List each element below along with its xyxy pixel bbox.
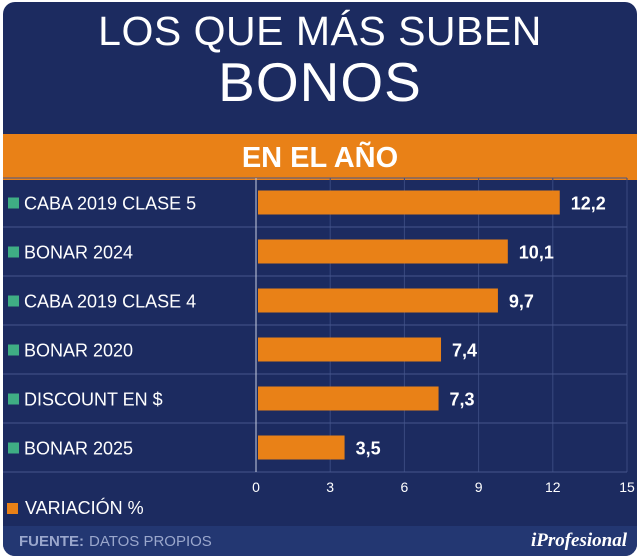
x-tick-label: 0 (252, 479, 260, 495)
x-tick-label: 3 (326, 479, 334, 495)
data-label: 3,5 (356, 439, 381, 459)
category-label: CABA 2019 CLASE 4 (24, 292, 196, 312)
data-label: 9,7 (509, 292, 534, 312)
bar-chart: CABA 2019 CLASE 5 12,2 BONAR 2024 10,1 CABA … (3, 177, 635, 495)
legend-swatch (7, 503, 18, 514)
chart-subtitle: BONOS (218, 51, 422, 113)
category-marker (8, 344, 19, 356)
legend: VARIACIÓN % (7, 498, 144, 519)
data-label: 10,1 (519, 243, 554, 263)
category-label: BONAR 2020 (24, 341, 133, 361)
category-label: DISCOUNT EN $ (24, 390, 163, 410)
bar (258, 386, 439, 411)
category-marker (8, 295, 19, 307)
brand-logo: iProfesional (530, 530, 627, 551)
x-tick-label: 6 (401, 479, 409, 495)
x-tick-label: 9 (475, 479, 483, 495)
bar (258, 239, 508, 264)
source-label: FUENTE: (19, 533, 84, 550)
data-label: 12,2 (571, 194, 606, 214)
bar (258, 435, 345, 460)
data-label: 7,3 (450, 390, 475, 410)
category-marker (8, 246, 19, 258)
source-text: DATOS PROPIOS (89, 533, 212, 550)
category-label: CABA 2019 CLASE 5 (24, 194, 196, 214)
category-marker (8, 442, 19, 454)
chart-card: LOS QUE MÁS SUBEN BONOS EN EL AÑO FUENTE… (3, 2, 637, 556)
category-marker (8, 197, 19, 209)
period-banner: EN EL AÑO (3, 134, 637, 180)
chart-title: LOS QUE MÁS SUBEN (98, 8, 542, 54)
footer-bar (3, 526, 637, 556)
x-tick-label: 12 (545, 479, 561, 495)
category-label: BONAR 2025 (24, 439, 133, 459)
category-label: BONAR 2024 (24, 243, 133, 263)
bar (258, 190, 560, 215)
data-label: 7,4 (452, 341, 477, 361)
bar (258, 337, 442, 362)
bar (258, 288, 498, 313)
legend-label: VARIACIÓN % (25, 498, 144, 518)
category-marker (8, 393, 19, 405)
x-tick-label: 15 (619, 479, 635, 495)
